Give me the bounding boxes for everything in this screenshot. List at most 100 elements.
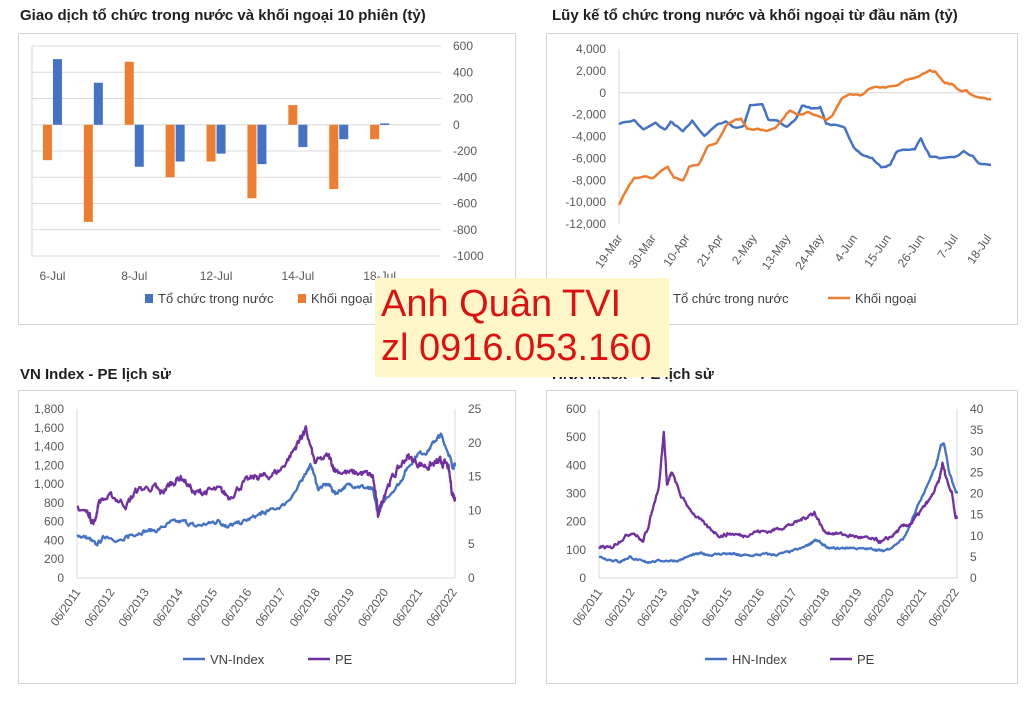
x-tick-label: 06/2017 [252, 585, 289, 629]
bar-domestic-15-Jul [339, 124, 349, 140]
vnindex-pe-chart-svg: 1,8001,6001,4001,2001,000800600400200025… [34, 402, 482, 667]
y-left-tick-label: 600 [566, 402, 586, 416]
y-left-tick-label: 1,000 [34, 477, 64, 491]
bar-domestic-11-Jul [175, 124, 185, 162]
y-right-tick-label: 0 [970, 571, 977, 585]
bar-domestic-13-Jul [257, 124, 267, 165]
y-tick-label: -12,000 [565, 217, 606, 231]
x-tick-label: 4-Jun [832, 232, 861, 265]
y-left-tick-label: 1,600 [34, 421, 64, 435]
y-right-tick-label: 0 [468, 571, 475, 585]
y-left-tick-label: 1,400 [34, 440, 64, 454]
x-tick-label: 06/2011 [48, 585, 84, 628]
y-left-tick-label: 400 [566, 458, 586, 472]
y-left-tick-label: 1,200 [34, 458, 64, 472]
bar-foreign-6-Jul [42, 124, 52, 161]
x-tick-label: 14-Jul [282, 269, 315, 283]
x-tick-label: 2-May [729, 232, 760, 267]
bar-foreign-8-Jul [124, 61, 134, 125]
x-tick-label: 8-Jul [121, 269, 147, 283]
y-tick-label: -600 [453, 197, 477, 211]
x-tick-label: 06/2021 [893, 585, 930, 629]
y-right-tick-label: 35 [970, 423, 984, 437]
chart-panel-vnindex-pe: 1,800 1,600 1,400 1,200 1,000 800 600 400 200 0 25… [18, 390, 516, 684]
x-tick-label: 06/2013 [634, 585, 671, 629]
y-left-tick-label: 800 [44, 496, 64, 510]
y-right-tick-label: 10 [468, 503, 482, 517]
watermark-phone: zl 0916.053.160 [381, 327, 652, 369]
legend-domestic-swatch [145, 294, 153, 303]
y-tick-label: -200 [453, 144, 477, 158]
y-left-tick-label: 1,800 [34, 402, 64, 416]
bar-domestic-8-Jul [134, 124, 144, 167]
chart-panel-cumulative-line: 4,000 2,000 0 -2,000 -4,000 -6,000 -8,000 -10,0… [546, 33, 1018, 325]
y-tick-label: -10,000 [565, 195, 606, 209]
y-right-tick-label: 25 [970, 465, 984, 479]
chart-panel-hnx-pe: 600 500 400 300 200 100 0 40 35 30 25 20 15 10 5 0 06/20… [546, 390, 1018, 684]
x-tick-label: 21-Apr [694, 232, 726, 270]
y-tick-label: 200 [453, 92, 473, 106]
y-right-tick-label: 10 [970, 529, 984, 543]
bar-domestic-6-Jul [52, 59, 62, 125]
legend-index-label: HN-Index [732, 652, 787, 667]
x-tick-label: 06/2020 [861, 585, 898, 629]
chart-title-cumulative-ytd: Lũy kế tổ chức trong nước và khối ngoại … [552, 7, 958, 24]
legend-index-label: VN-Index [210, 652, 265, 667]
x-tick-label: 06/2015 [699, 585, 736, 629]
x-tick-label: 06/2022 [423, 585, 460, 629]
x-tick-label: 06/2013 [116, 585, 153, 629]
bar-domestic-18-Jul [380, 123, 390, 125]
x-tick-label: 06/2014 [666, 585, 703, 629]
x-tick-label: 12-Jul [200, 269, 233, 283]
legend-domestic-label: Tổ chức trong nước [158, 291, 274, 306]
x-tick-label: 06/2020 [355, 585, 392, 629]
y-right-tick-label: 30 [970, 444, 984, 458]
bar-foreign-13-Jul [247, 124, 257, 199]
bar-domestic-14-Jul [298, 124, 308, 148]
series-line-domestic [618, 102, 992, 169]
y-left-tick-label: 0 [57, 571, 64, 585]
y-tick-label: -400 [453, 170, 477, 184]
chart-title-vnindex-pe: VN Index - PE lịch sử [20, 366, 171, 383]
bar-foreign-12-Jul [206, 124, 216, 162]
x-tick-label: 06/2016 [218, 585, 255, 629]
cumulative-line-chart-svg: 4,000 2,000 0 -2,000 -4,000 -6,000 -8,000 -10,0… [565, 42, 994, 306]
y-tick-label: -2,000 [572, 108, 606, 122]
x-tick-label: 06/2017 [763, 585, 800, 629]
y-left-tick-label: 200 [44, 552, 64, 566]
x-tick-label: 19-Mar [592, 232, 625, 271]
bar-foreign-7-Jul [83, 124, 93, 222]
x-tick-label: 06/2012 [81, 585, 118, 629]
x-tick-label: 18-Jul [964, 232, 994, 267]
legend-foreign-swatch [298, 294, 306, 303]
x-tick-label: 06/2022 [925, 585, 962, 629]
series-line-index [76, 432, 457, 547]
x-tick-label: 7-Jul [934, 232, 960, 261]
legend-pe-label: PE [335, 652, 353, 667]
legend-foreign-label: Khối ngoại [311, 291, 373, 306]
bar-foreign-14-Jul [288, 105, 298, 125]
x-tick-label: 06/2012 [601, 585, 638, 629]
y-left-tick-label: 600 [44, 515, 64, 529]
x-tick-label: 10-Apr [660, 232, 692, 270]
legend-foreign-label: Khối ngoại [855, 291, 917, 306]
x-tick-label: 06/2019 [828, 585, 865, 629]
series-line-foreign [617, 68, 991, 206]
watermark-box: Anh Quân TVI zl 0916.053.160 [375, 278, 669, 377]
bar-foreign-11-Jul [165, 124, 175, 178]
y-tick-label: -4,000 [572, 130, 606, 144]
legend-pe-label: PE [857, 652, 875, 667]
x-tick-label: 26-Jun [895, 232, 928, 270]
hnx-pe-chart-svg: 6005004003002001000403530252015105006/20… [566, 402, 984, 667]
x-tick-label: 15-Jun [861, 232, 894, 270]
y-tick-label: -6,000 [572, 151, 606, 165]
y-left-tick-label: 200 [566, 515, 586, 529]
x-tick-label: 06/2015 [184, 585, 221, 629]
y-right-tick-label: 40 [970, 402, 984, 416]
series-line-index [598, 442, 959, 564]
x-tick-label: 06/2018 [796, 585, 833, 629]
y-tick-label: 0 [599, 86, 606, 100]
x-tick-label: 6-Jul [39, 269, 65, 283]
chart-panel-bar-10-sessions: 600 400 200 0 -200 -400 -600 -800 -1000 6-Jul 8-Ju… [18, 33, 516, 325]
y-right-tick-label: 5 [970, 550, 977, 564]
